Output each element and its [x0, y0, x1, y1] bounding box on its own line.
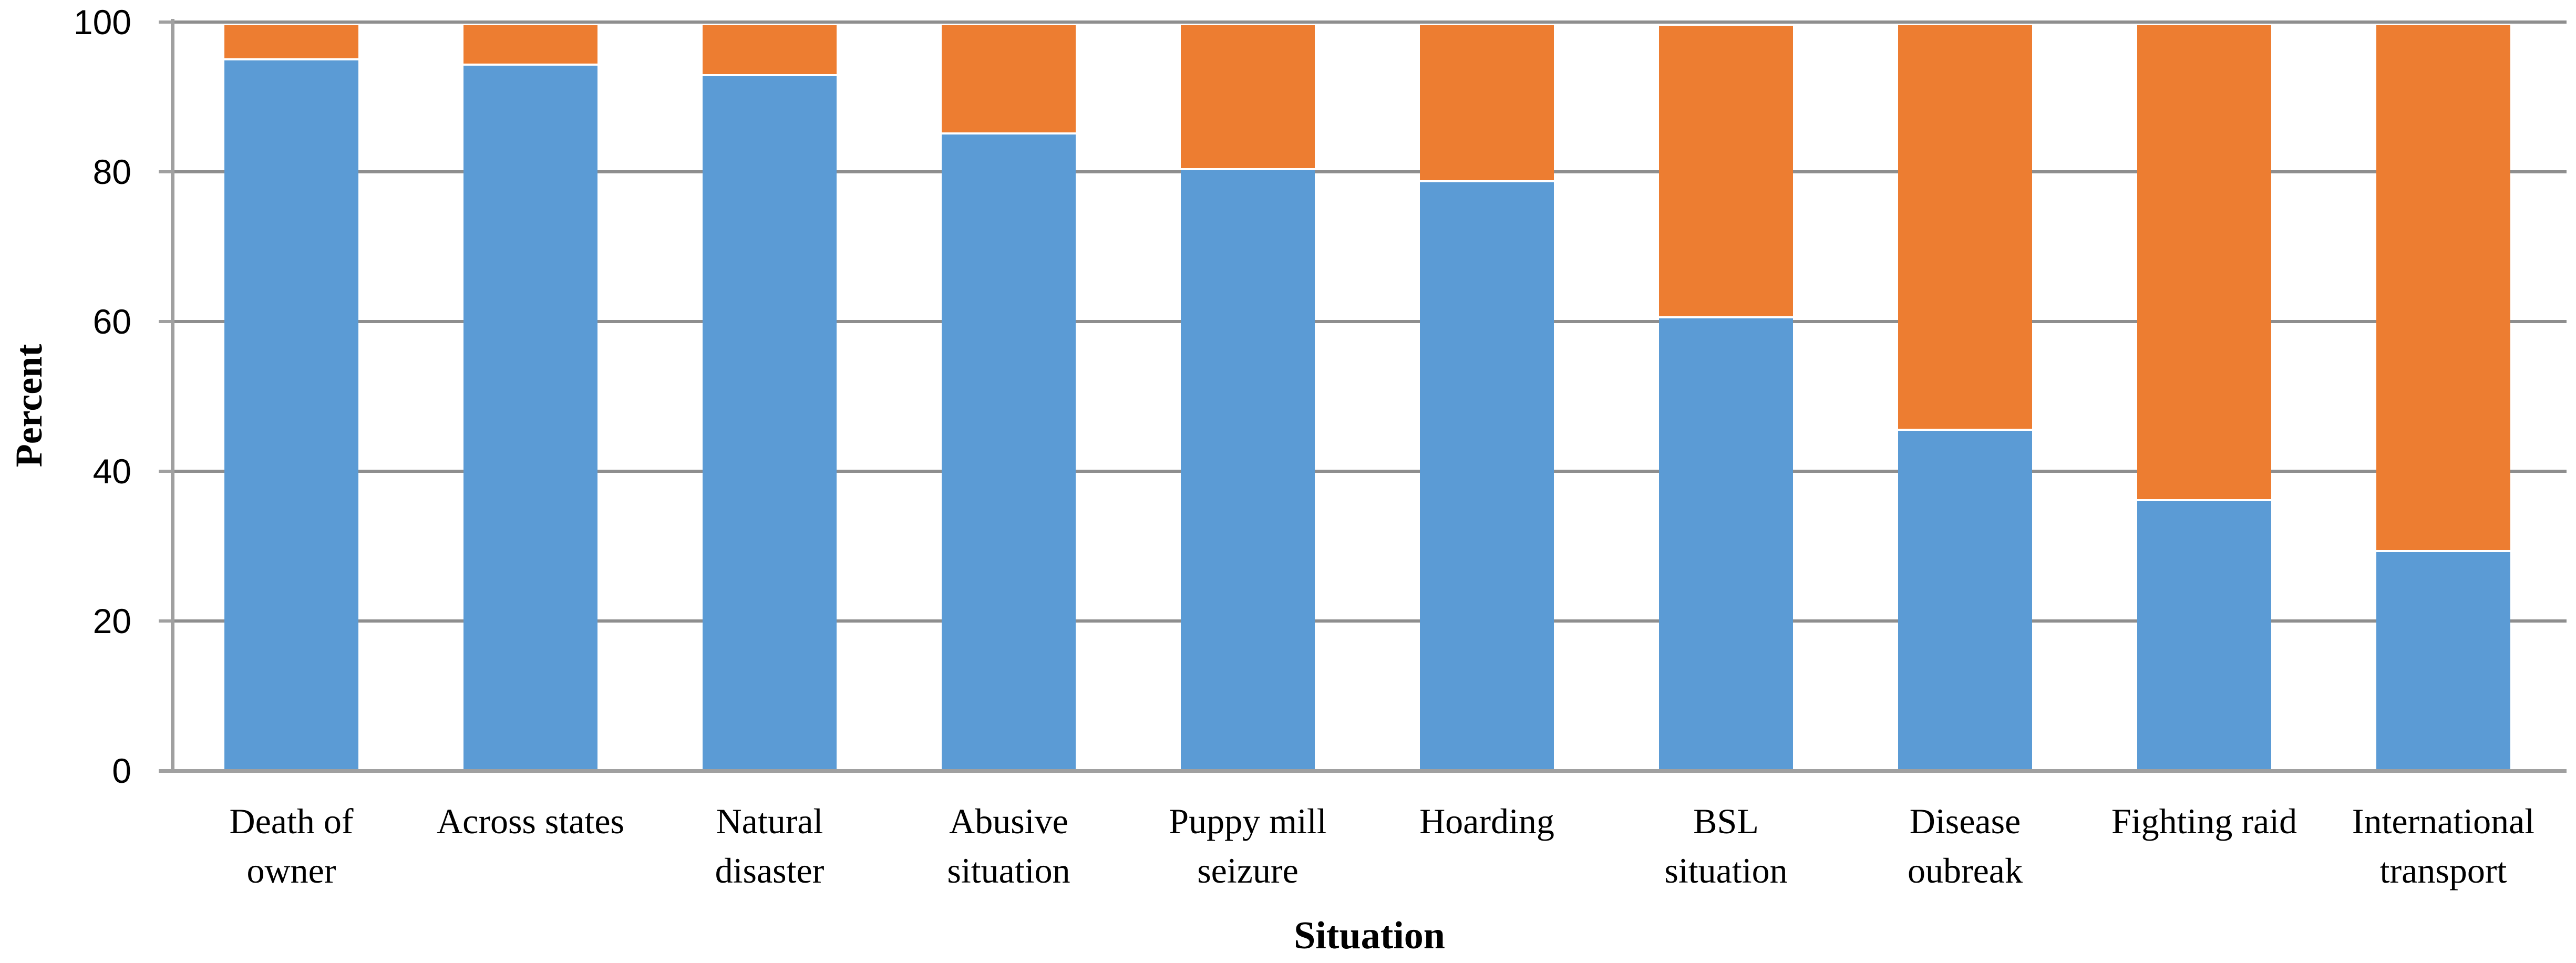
bar-5-orange-segment: [1181, 25, 1315, 169]
category-label-5: Puppy mill seizure: [1111, 796, 1385, 895]
category-label-3: Natural disaster: [633, 796, 906, 895]
y-axis-line: [171, 19, 174, 773]
bar-10-blue-segment: [2376, 552, 2510, 771]
y-tick-label-100: 100: [73, 3, 131, 42]
bar-6-blue-segment: [1420, 182, 1554, 771]
category-label-line: owner: [246, 851, 336, 890]
category-label-line: International: [2352, 801, 2535, 841]
gridline-20: [172, 619, 2567, 623]
y-tick-80: [159, 170, 172, 173]
y-tick-40: [159, 470, 172, 473]
y-tick-label-60: 60: [92, 302, 131, 341]
category-label-line: transport: [2379, 851, 2507, 890]
category-label-line: oubreak: [1907, 851, 2023, 890]
category-label-line: situation: [947, 851, 1070, 890]
category-label-10: International transport: [2307, 796, 2576, 895]
y-tick-20: [159, 619, 172, 623]
category-label-8: Disease oubreak: [1829, 796, 2102, 895]
bar-4-orange-segment: [942, 25, 1076, 132]
category-label-line: Hoarding: [1419, 801, 1554, 841]
bar-3-blue-segment: [703, 76, 837, 771]
y-tick-label-0: 0: [112, 751, 131, 790]
y-tick-60: [159, 320, 172, 323]
y-tick-label-80: 80: [92, 152, 131, 191]
bar-10-orange-segment: [2376, 25, 2510, 550]
category-label-line: Puppy mill: [1169, 801, 1327, 841]
category-label-line: Fighting raid: [2111, 801, 2297, 841]
bar-9-blue-segment: [2137, 501, 2271, 771]
bar-4-blue-segment: [942, 134, 1076, 771]
bar-2-blue-segment: [463, 65, 597, 771]
bar-2-orange-segment: [463, 25, 597, 64]
gridline-80: [172, 170, 2567, 173]
category-label-line: Abusive: [949, 801, 1068, 841]
category-label-1: Death of owner: [155, 796, 428, 895]
category-label-line: Natural: [716, 801, 823, 841]
category-label-line: situation: [1664, 851, 1788, 890]
bar-1-orange-segment: [224, 25, 358, 58]
category-label-line: seizure: [1197, 851, 1299, 890]
gridline-100: [172, 20, 2567, 24]
gridline-60: [172, 320, 2567, 323]
category-label-line: Across states: [437, 801, 624, 841]
y-tick-label-40: 40: [92, 452, 131, 491]
category-label-line: Death of: [229, 801, 354, 841]
bar-8-blue-segment: [1898, 431, 2032, 771]
category-label-line: Disease: [1909, 801, 2021, 841]
y-tick-label-20: 20: [92, 602, 131, 640]
gridline-40: [172, 470, 2567, 473]
bar-9-orange-segment: [2137, 25, 2271, 499]
category-label-line: disaster: [715, 851, 825, 890]
category-label-2: Across states: [394, 796, 667, 846]
y-axis-title: Percent: [8, 344, 50, 468]
x-axis-line: [159, 769, 2567, 773]
category-label-6: Hoarding: [1351, 796, 1624, 846]
category-label-7: BSL situation: [1590, 796, 1863, 895]
y-tick-100: [159, 20, 172, 24]
x-axis-title: Situation: [1294, 914, 1445, 957]
bar-1-blue-segment: [224, 60, 358, 771]
category-label-line: BSL: [1693, 801, 1759, 841]
bar-5-blue-segment: [1181, 170, 1315, 771]
bar-7-orange-segment: [1659, 26, 1793, 317]
category-label-9: Fighting raid: [2068, 796, 2341, 846]
bar-7-blue-segment: [1659, 318, 1793, 771]
bar-3-orange-segment: [703, 25, 837, 74]
bar-8-orange-segment: [1898, 25, 2032, 429]
category-label-4: Abusive situation: [872, 796, 1146, 895]
bar-6-orange-segment: [1420, 25, 1554, 180]
